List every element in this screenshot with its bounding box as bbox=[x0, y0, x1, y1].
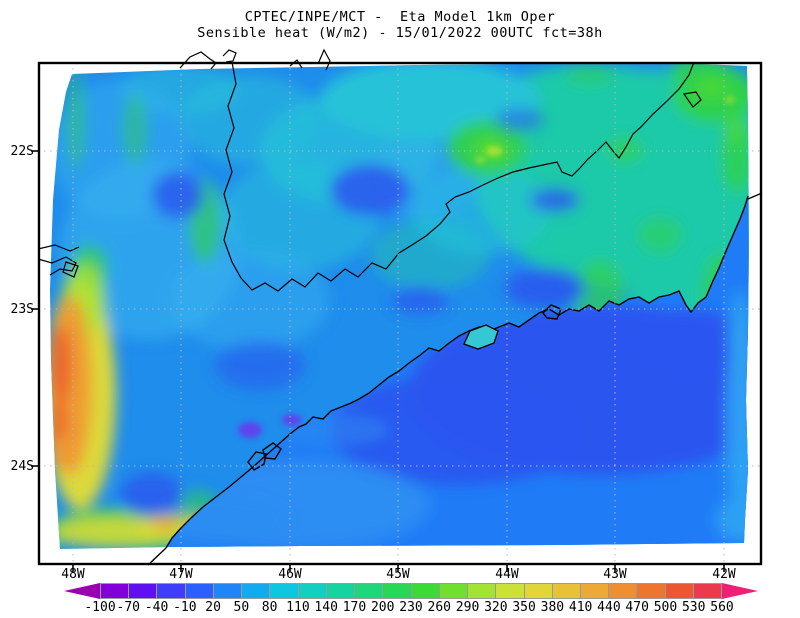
cool-blue-patches bbox=[120, 108, 585, 517]
lon-label-42w: 42W bbox=[712, 567, 736, 582]
colorbar-tick-label: -40 bbox=[144, 600, 169, 615]
colorbar-segment bbox=[439, 583, 469, 599]
colorbar-tick-label: 230 bbox=[399, 600, 423, 615]
lon-label-47w: 47W bbox=[169, 567, 193, 582]
colorbar-arrow-left bbox=[64, 583, 100, 599]
colorbar-tick-label: 560 bbox=[710, 600, 734, 615]
colorbar-segments bbox=[100, 583, 723, 599]
title-line-1: CPTEC/INPE/MCT - Eta Model 1km Oper bbox=[244, 9, 556, 25]
lon-label-45w: 45W bbox=[386, 567, 410, 582]
colorbar-segment bbox=[270, 583, 299, 599]
lon-label-46w: 46W bbox=[278, 567, 302, 582]
colorbar-segment bbox=[129, 583, 158, 599]
colorbar-tick-label: 200 bbox=[370, 600, 395, 615]
colorbar-segment bbox=[496, 583, 525, 599]
colorbar-tick-label: -70 bbox=[116, 600, 141, 615]
north-lake-outline-2 bbox=[222, 49, 237, 63]
colorbar-segment bbox=[383, 583, 412, 599]
colorbar-segment bbox=[524, 583, 553, 599]
north-lake-outline-4 bbox=[317, 48, 331, 71]
title-line-2: Sensible heat (W/m2) - 15/01/2022 00UTC … bbox=[197, 25, 603, 41]
north-lake-outline bbox=[179, 51, 217, 70]
colorbar-tick-label: 500 bbox=[653, 600, 678, 615]
west-edge-river-2 bbox=[37, 256, 77, 276]
colorbar-segment bbox=[552, 583, 581, 599]
colorbar-segment bbox=[100, 583, 130, 599]
lon-label-44w: 44W bbox=[495, 567, 519, 582]
colorbar-tick-label: -100 bbox=[84, 600, 116, 615]
colorbar-segment bbox=[637, 583, 666, 599]
colorbar-tick-label: -10 bbox=[173, 600, 197, 615]
coastline-margin-segment-east bbox=[747, 192, 763, 200]
colorbar-tick-label: 80 bbox=[261, 600, 278, 615]
colorbar-segment bbox=[580, 583, 610, 599]
lat-label-22s: 22S bbox=[10, 144, 34, 159]
colorbar-segment bbox=[468, 583, 497, 599]
west-edge-lake bbox=[62, 261, 79, 278]
graticule bbox=[38, 62, 762, 565]
colorbar-tick-label: 470 bbox=[625, 600, 649, 615]
lat-label-23s: 23S bbox=[10, 302, 34, 317]
colorbar-segment bbox=[665, 583, 694, 599]
colorbar-segment bbox=[213, 583, 243, 599]
colorbar-tick-label: 20 bbox=[205, 600, 221, 615]
colorbar-segment bbox=[242, 583, 271, 599]
lat-label-24s: 24S bbox=[10, 459, 34, 474]
colorbar-ticks: -100 -70 -40 -10 20 50 80 110 140 170 200 230 260 290… bbox=[0, 600, 800, 616]
colorbar-segment bbox=[326, 583, 356, 599]
bay-loop bbox=[542, 304, 562, 320]
colorbar-tick-label: 440 bbox=[597, 600, 621, 615]
santos-estuary-loop bbox=[247, 451, 267, 471]
colorbar-segment bbox=[157, 583, 186, 599]
colorbar-tick-label: 140 bbox=[314, 600, 338, 615]
ocean-royal-region bbox=[330, 305, 749, 485]
colorbar-tick-label: 260 bbox=[427, 600, 452, 615]
coastal-island bbox=[463, 324, 499, 350]
colorbar-tick-label: 110 bbox=[286, 600, 310, 615]
state-borders bbox=[37, 48, 702, 292]
colorbar-tick-label: 350 bbox=[512, 600, 536, 615]
colorbar-tick-label: 290 bbox=[455, 600, 480, 615]
west-edge-river bbox=[37, 244, 80, 252]
colorbar-segment bbox=[355, 583, 384, 599]
colorbar-tick-label: 380 bbox=[540, 600, 565, 615]
border-lake-loop bbox=[682, 91, 702, 108]
coastline-margin-segment-south bbox=[147, 547, 167, 566]
colorbar-arrow-right bbox=[722, 583, 758, 599]
map-frame bbox=[37, 61, 763, 566]
colorbar-tick-label: 530 bbox=[681, 600, 706, 615]
colorbar-tick-label: 320 bbox=[484, 600, 508, 615]
santos-estuary-loop-2 bbox=[262, 442, 282, 460]
colorbar-segment bbox=[693, 583, 723, 599]
cyan-mottling bbox=[120, 63, 550, 270]
colorbar-segment bbox=[411, 583, 440, 599]
colorbar-segment bbox=[609, 583, 638, 599]
colorbar-tick-label: 410 bbox=[568, 600, 593, 615]
sensible-heat-field bbox=[50, 63, 749, 549]
axis-ticks bbox=[31, 150, 725, 572]
colorbar-segment bbox=[185, 583, 214, 599]
colorbar-tick-label: 170 bbox=[342, 600, 367, 615]
lon-label-48w: 48W bbox=[61, 567, 85, 582]
colorbar-tick-label: 50 bbox=[233, 600, 250, 615]
colorbar-segment bbox=[298, 583, 327, 599]
lon-label-43w: 43W bbox=[603, 567, 627, 582]
